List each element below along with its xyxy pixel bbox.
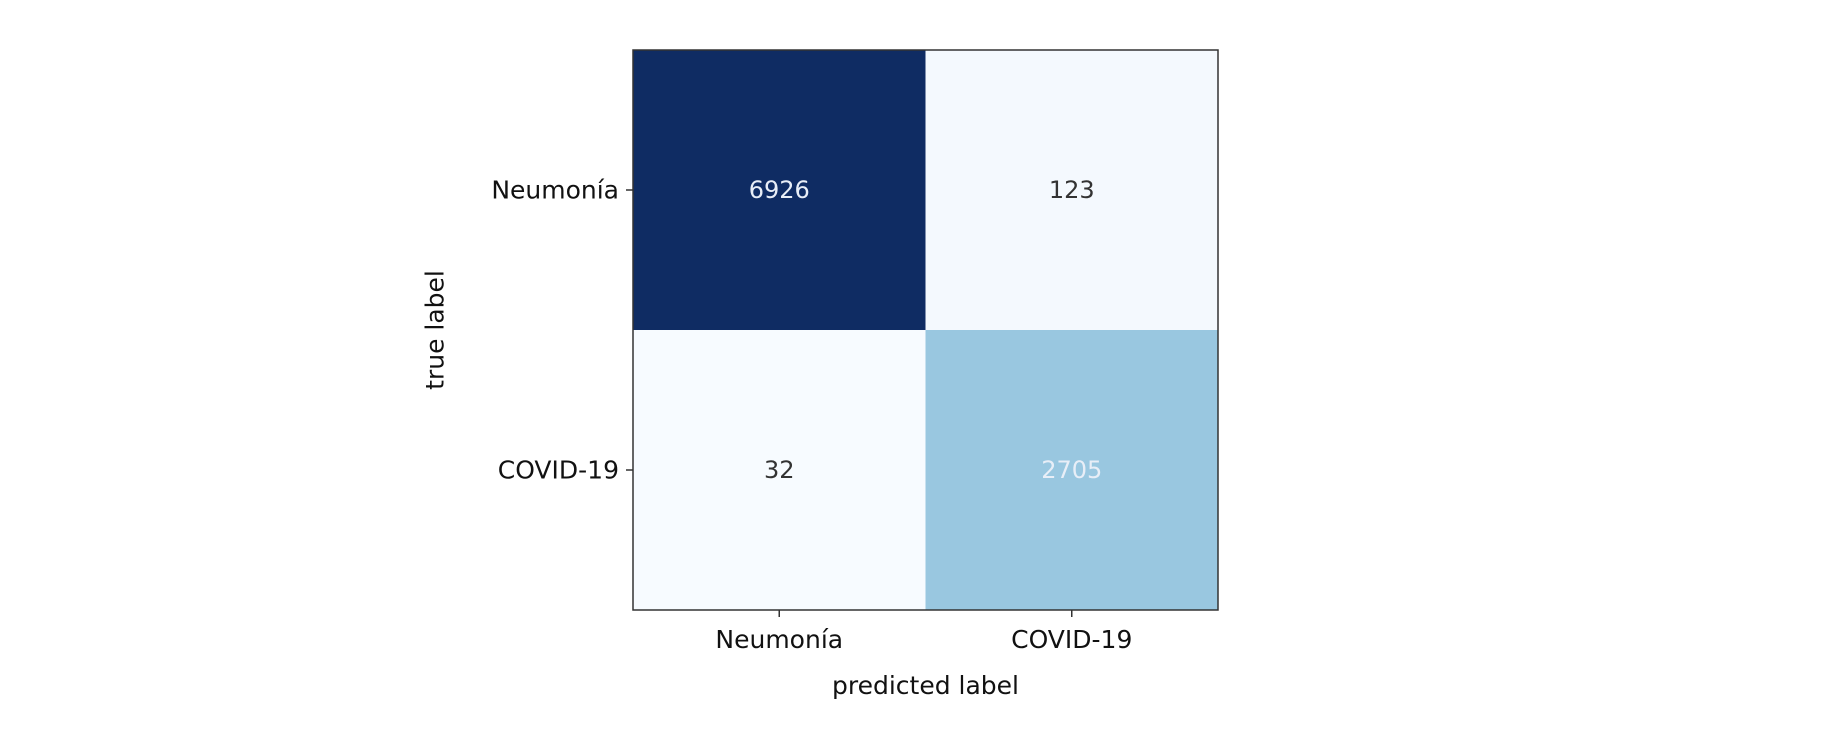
y-axis-ticks: Neumonía COVID-19 <box>491 176 633 485</box>
cell-value-r0-c1: 123 <box>1049 176 1095 204</box>
heatmap-cell-r0-c1 <box>925 50 1218 330</box>
y-tick-label-1: COVID-19 <box>498 456 619 485</box>
cell-value-r1-c0: 32 <box>764 456 795 484</box>
heatmap-cell-r1-c0 <box>633 330 926 610</box>
x-tick-label-1: COVID-19 <box>1011 625 1132 654</box>
x-axis-title: predicted label <box>832 671 1019 700</box>
cell-value-labels: 6926 123 32 2705 <box>749 176 1103 484</box>
y-tick-label-0: Neumonía <box>491 176 619 205</box>
plot-frame <box>632 49 1219 611</box>
x-axis-ticks: Neumonía COVID-19 <box>715 610 1132 654</box>
cell-value-r1-c1: 2705 <box>1041 456 1102 484</box>
x-tick-label-0: Neumonía <box>715 625 843 654</box>
heatmap-cells <box>633 50 1218 610</box>
heatmap-cell-r1-c1 <box>925 330 1218 610</box>
y-axis-title: true label <box>421 270 450 390</box>
heatmap-cell-r0-c0 <box>633 50 926 330</box>
cell-value-r0-c0: 6926 <box>749 176 810 204</box>
